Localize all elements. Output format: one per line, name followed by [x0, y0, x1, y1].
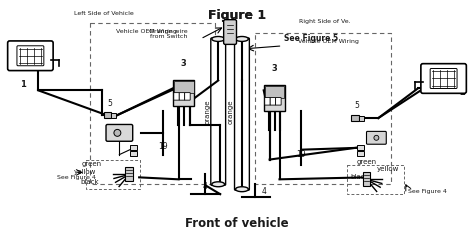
Text: 5: 5 — [354, 101, 359, 110]
Text: 19: 19 — [158, 142, 168, 151]
Bar — [347, 165, 404, 194]
FancyBboxPatch shape — [275, 98, 281, 105]
FancyBboxPatch shape — [359, 116, 364, 121]
Text: orange: orange — [228, 100, 234, 124]
Text: 3: 3 — [272, 64, 277, 73]
Circle shape — [114, 130, 121, 136]
FancyBboxPatch shape — [264, 87, 284, 98]
Bar — [90, 23, 215, 184]
Text: orange: orange — [204, 100, 210, 124]
Text: green: green — [82, 161, 101, 166]
Ellipse shape — [236, 36, 248, 41]
Text: yellow: yellow — [376, 166, 399, 173]
Ellipse shape — [212, 182, 225, 187]
FancyBboxPatch shape — [179, 93, 185, 100]
FancyBboxPatch shape — [185, 93, 190, 100]
Text: Orange wire
from Switch: Orange wire from Switch — [149, 29, 188, 39]
Ellipse shape — [212, 36, 225, 41]
Text: 4: 4 — [203, 182, 208, 191]
Text: Vehicle OEM Wiring: Vehicle OEM Wiring — [299, 39, 359, 44]
FancyBboxPatch shape — [363, 173, 371, 186]
FancyBboxPatch shape — [125, 167, 133, 181]
FancyBboxPatch shape — [430, 69, 457, 88]
Text: 2: 2 — [459, 88, 465, 97]
FancyBboxPatch shape — [351, 115, 359, 121]
FancyBboxPatch shape — [106, 124, 133, 141]
FancyBboxPatch shape — [103, 112, 111, 118]
Text: Right Side of Ve.: Right Side of Ve. — [299, 19, 351, 24]
FancyBboxPatch shape — [366, 131, 386, 144]
FancyBboxPatch shape — [111, 113, 117, 118]
Text: Vehicle OEM Wiring: Vehicle OEM Wiring — [116, 29, 176, 34]
Text: See Figure 4: See Figure 4 — [408, 189, 447, 194]
FancyBboxPatch shape — [235, 38, 249, 190]
Text: 19: 19 — [296, 150, 306, 159]
Text: yellow: yellow — [74, 169, 97, 175]
Circle shape — [374, 135, 379, 140]
Ellipse shape — [236, 187, 248, 192]
Text: Left Side of Vehicle: Left Side of Vehicle — [74, 11, 134, 16]
FancyBboxPatch shape — [8, 41, 53, 70]
Text: See Figure 4: See Figure 4 — [57, 175, 96, 180]
Text: black: black — [351, 174, 369, 180]
FancyBboxPatch shape — [356, 145, 364, 150]
Text: 4: 4 — [261, 187, 266, 196]
FancyBboxPatch shape — [17, 46, 44, 66]
Bar — [255, 33, 391, 184]
FancyBboxPatch shape — [130, 145, 137, 150]
Bar — [86, 160, 140, 189]
FancyBboxPatch shape — [270, 98, 276, 105]
FancyBboxPatch shape — [421, 64, 466, 93]
Text: 5: 5 — [107, 99, 112, 108]
Text: Figure 1: Figure 1 — [208, 9, 266, 22]
FancyBboxPatch shape — [211, 38, 226, 185]
FancyBboxPatch shape — [174, 81, 193, 93]
FancyBboxPatch shape — [356, 151, 364, 156]
FancyBboxPatch shape — [174, 93, 179, 100]
FancyBboxPatch shape — [130, 151, 137, 156]
FancyBboxPatch shape — [264, 86, 285, 111]
Text: See Figure 5: See Figure 5 — [284, 35, 338, 43]
Text: Front of vehicle: Front of vehicle — [185, 217, 289, 230]
FancyBboxPatch shape — [173, 80, 194, 106]
FancyBboxPatch shape — [224, 20, 237, 44]
Text: 1: 1 — [19, 80, 26, 89]
Text: Figure 1: Figure 1 — [208, 9, 266, 22]
Text: 3: 3 — [181, 59, 186, 68]
Text: green: green — [356, 158, 377, 165]
FancyBboxPatch shape — [265, 98, 270, 105]
Text: black: black — [80, 179, 99, 185]
